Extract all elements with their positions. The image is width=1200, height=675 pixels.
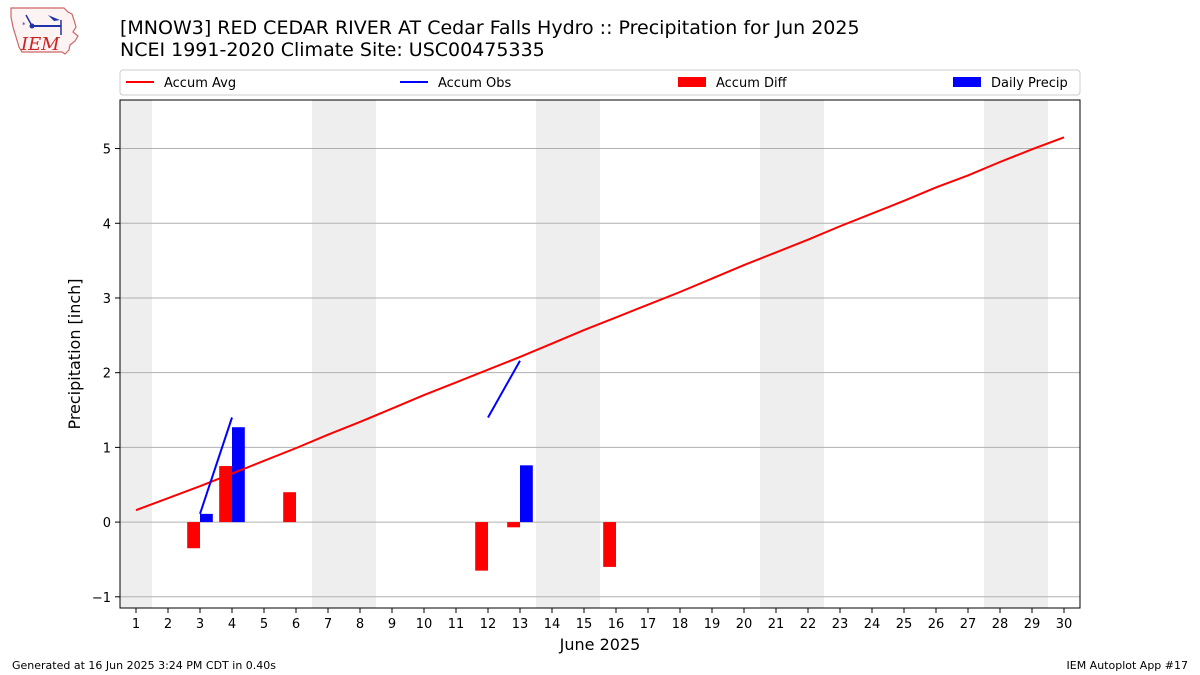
y-tick-label: −1	[92, 591, 111, 606]
x-tick-label: 29	[1024, 617, 1041, 632]
accum-diff-bar	[603, 522, 616, 567]
accum-obs-line	[199, 417, 233, 515]
daily-precip-bar	[520, 465, 533, 523]
y-tick-label: 0	[103, 516, 111, 531]
x-tick-label: 14	[544, 617, 561, 632]
x-tick-label: 24	[864, 617, 881, 632]
accum-avg-line	[135, 136, 1065, 512]
x-tick-label: 22	[800, 617, 817, 632]
legend-accum-avg-label: Accum Avg	[164, 76, 236, 91]
legend-daily-precip-label: Daily Precip	[991, 76, 1068, 91]
x-tick-label: 15	[576, 617, 593, 632]
y-tick-label: 1	[103, 441, 111, 456]
weekend-shade	[312, 100, 376, 608]
y-tick-label: 2	[103, 367, 111, 382]
accum-obs-line	[487, 360, 521, 418]
x-tick-label: 6	[292, 617, 300, 632]
x-tick-label: 10	[416, 617, 433, 632]
x-axis-label: June 2025	[559, 635, 641, 654]
weekend-shade	[984, 100, 1048, 608]
x-tick-label: 23	[832, 617, 849, 632]
x-tick-label: 5	[260, 617, 268, 632]
y-tick-label: 3	[103, 292, 111, 307]
x-tick-label: 13	[512, 617, 529, 632]
chart-title: [MNOW3] RED CEDAR RIVER AT Cedar Falls H…	[120, 17, 860, 39]
x-tick-label: 19	[704, 617, 721, 632]
x-tick-label: 16	[608, 617, 625, 632]
weekend-shade	[120, 100, 152, 608]
weekend-shade	[536, 100, 600, 608]
legend-accum-diff-swatch	[678, 77, 706, 87]
x-tick-label: 1	[132, 617, 140, 632]
x-tick-label: 8	[356, 617, 364, 632]
x-tick-label: 17	[640, 617, 657, 632]
chart-subtitle: NCEI 1991-2020 Climate Site: USC00475335	[120, 39, 545, 61]
x-tick-label: 18	[672, 617, 689, 632]
x-tick-label: 20	[736, 617, 753, 632]
x-tick-label: 27	[960, 617, 977, 632]
x-tick-label: 7	[324, 617, 332, 632]
legend-daily-precip-swatch	[953, 77, 981, 87]
y-tick-label: 4	[103, 217, 111, 232]
accum-diff-bar	[283, 492, 296, 523]
x-tick-label: 9	[388, 617, 396, 632]
weekend-shade	[760, 100, 824, 608]
legend-accum-diff-label: Accum Diff	[716, 76, 788, 91]
x-tick-label: 30	[1056, 617, 1073, 632]
x-tick-label: 4	[228, 617, 236, 632]
svg-text:IEM: IEM	[20, 34, 60, 55]
x-tick-label: 21	[768, 617, 785, 632]
accum-diff-bar	[475, 522, 488, 571]
app-label: IEM Autoplot App #17	[1066, 659, 1189, 672]
x-tick-label: 26	[928, 617, 945, 632]
y-axis-label: Precipitation [inch]	[65, 278, 84, 429]
x-tick-label: 12	[480, 617, 497, 632]
daily-precip-bar	[232, 427, 245, 523]
legend-accum-obs-label: Accum Obs	[438, 76, 511, 91]
accum-diff-bar	[507, 522, 520, 528]
accum-diff-bar	[219, 466, 232, 523]
plot-frame	[119, 99, 1081, 609]
x-tick-label: 3	[196, 617, 204, 632]
accum-diff-bar	[187, 522, 200, 549]
legend-box	[119, 69, 1081, 96]
x-tick-label: 2	[164, 617, 172, 632]
y-tick-label: 5	[103, 143, 111, 158]
generated-timestamp: Generated at 16 Jun 2025 3:24 PM CDT in …	[12, 659, 277, 672]
x-tick-label: 28	[992, 617, 1009, 632]
iem-logo: * IEM	[8, 5, 80, 63]
x-tick-label: 25	[896, 617, 913, 632]
svg-text:*: *	[22, 21, 26, 29]
daily-precip-bar	[200, 513, 213, 523]
x-tick-label: 11	[448, 617, 465, 632]
